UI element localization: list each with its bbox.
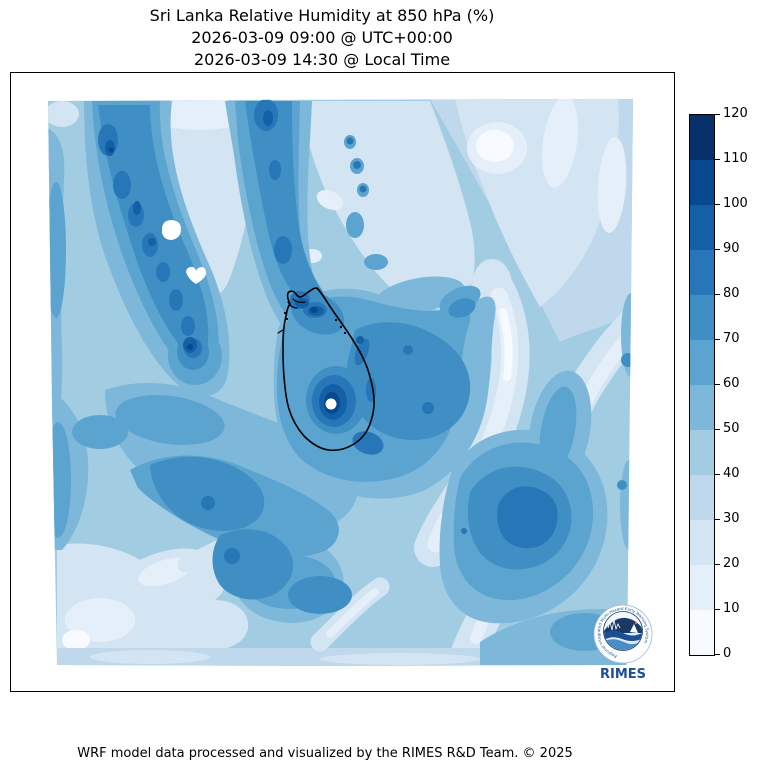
colorbar-segment bbox=[690, 385, 714, 430]
title-line-utc-time: 2026-03-09 09:00 @ UTC+00:00 bbox=[191, 28, 453, 47]
colorbar-tick-label: 30 bbox=[723, 511, 740, 526]
colorbar-tick-label: 60 bbox=[723, 376, 740, 391]
colorbar-tick-label: 0 bbox=[723, 646, 732, 661]
colorbar-segment bbox=[690, 250, 714, 295]
colorbar-tick bbox=[715, 474, 720, 475]
colorbar-segment bbox=[690, 475, 714, 520]
colorbar-tick bbox=[715, 609, 720, 610]
colorbar-segment bbox=[690, 520, 714, 565]
colorbar-segment bbox=[690, 205, 714, 250]
colorbar-tick-label: 10 bbox=[723, 601, 740, 616]
colorbar-segment bbox=[690, 115, 714, 160]
colorbar-tick-label: 110 bbox=[723, 151, 748, 166]
colorbar-tick-label: 100 bbox=[723, 196, 748, 211]
colorbar-tick bbox=[715, 249, 720, 250]
footer-credit: WRF model data processed and visualized … bbox=[77, 746, 573, 761]
colorbar-segment bbox=[690, 295, 714, 340]
colorbar-tick-label: 50 bbox=[723, 421, 740, 436]
colorbar-tick-label: 70 bbox=[723, 331, 740, 346]
colorbar-tick bbox=[715, 159, 720, 160]
title-line-variable: Sri Lanka Relative Humidity at 850 hPa (… bbox=[149, 6, 495, 25]
colorbar-segment bbox=[690, 610, 714, 655]
colorbar-tick bbox=[715, 429, 720, 430]
colorbar-tick bbox=[715, 339, 720, 340]
colorbar-tick bbox=[715, 654, 720, 655]
colorbar bbox=[689, 114, 715, 656]
colorbar-segment bbox=[690, 340, 714, 385]
colorbar-tick bbox=[715, 384, 720, 385]
title-line-local-time: 2026-03-09 14:30 @ Local Time bbox=[193, 50, 451, 69]
colorbar-tick bbox=[715, 519, 720, 520]
colorbar-tick-label: 40 bbox=[723, 466, 740, 481]
figure-title: Sri Lanka Relative Humidity at 850 hPa (… bbox=[0, 5, 644, 71]
colorbar-tick-label: 80 bbox=[723, 286, 740, 301]
logo-wordmark: RIMES bbox=[600, 667, 646, 682]
colorbar-segment bbox=[690, 565, 714, 610]
colorbar-segment bbox=[690, 430, 714, 475]
colorbar-tick-label: 20 bbox=[723, 556, 740, 571]
colorbar-tick bbox=[715, 204, 720, 205]
colorbar-tick-label: 90 bbox=[723, 241, 740, 256]
colorbar-tick bbox=[715, 564, 720, 565]
contour-fills bbox=[48, 99, 633, 666]
colorbar-segment bbox=[690, 160, 714, 205]
sri-lanka-coastline bbox=[277, 287, 375, 452]
colorbar-tick bbox=[715, 294, 720, 295]
colorbar-tick-label: 120 bbox=[723, 106, 748, 121]
rimes-logo: Regional Integrated Multi-Hazard Early W… bbox=[593, 604, 653, 683]
colorbar-tick bbox=[715, 114, 720, 115]
